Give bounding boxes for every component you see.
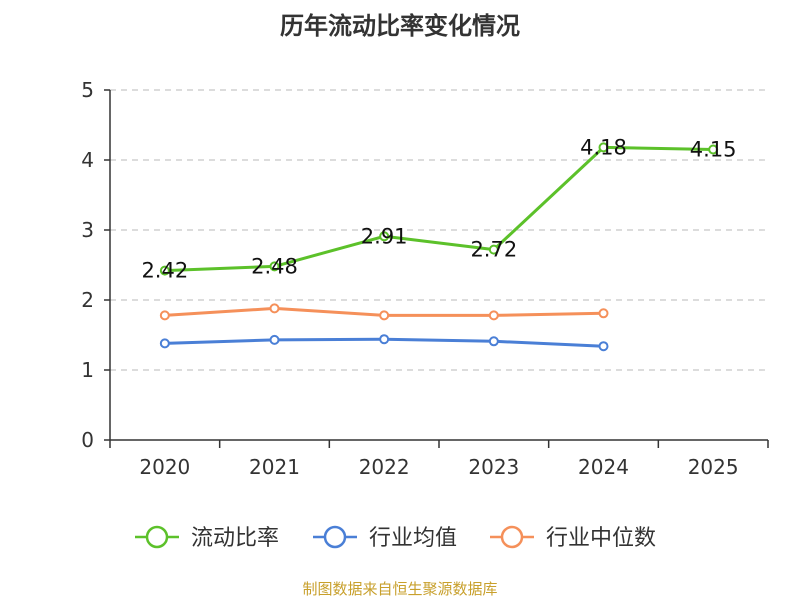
legend-swatch-marker bbox=[323, 525, 347, 549]
data-label: 2.42 bbox=[141, 259, 188, 283]
x-tick-label: 2023 bbox=[468, 455, 519, 479]
data-point bbox=[269, 334, 280, 345]
y-tick-label: 2 bbox=[81, 288, 94, 312]
data-point bbox=[269, 303, 280, 314]
x-tick-label: 2025 bbox=[688, 455, 739, 479]
chart-title: 历年流动比率变化情况 bbox=[280, 12, 520, 40]
data-label: 2.91 bbox=[361, 224, 408, 248]
legend-label: 行业中位数 bbox=[546, 526, 656, 551]
x-tick-label: 2020 bbox=[139, 455, 190, 479]
y-tick-label: 5 bbox=[81, 78, 94, 102]
y-tick-label: 0 bbox=[81, 428, 94, 452]
data-label: 2.48 bbox=[251, 254, 298, 278]
data-point bbox=[159, 265, 170, 276]
data-point bbox=[708, 144, 719, 155]
x-tick-label: 2021 bbox=[249, 455, 300, 479]
data-point bbox=[598, 308, 609, 319]
series-line bbox=[164, 145, 714, 273]
data-label: 4.15 bbox=[690, 138, 737, 162]
y-tick-label: 1 bbox=[81, 358, 94, 382]
y-tick-label: 3 bbox=[81, 218, 94, 242]
legend-swatch-marker bbox=[145, 525, 169, 549]
data-point bbox=[159, 338, 170, 349]
data-point bbox=[159, 310, 170, 321]
data-point bbox=[598, 341, 609, 352]
data-point bbox=[379, 334, 390, 345]
data-label: 2.72 bbox=[470, 238, 517, 262]
x-tick-label: 2022 bbox=[359, 455, 410, 479]
x-tick-label: 2024 bbox=[578, 455, 629, 479]
y-tick-label: 4 bbox=[81, 148, 94, 172]
legend-label: 行业均值 bbox=[369, 526, 457, 551]
legend-swatch-marker bbox=[500, 525, 524, 549]
data-point bbox=[598, 142, 609, 153]
data-point bbox=[488, 336, 499, 347]
data-point bbox=[488, 310, 499, 321]
data-label: 4.18 bbox=[580, 135, 627, 159]
data-point bbox=[379, 310, 390, 321]
data-point bbox=[379, 231, 390, 242]
data-source-note: 制图数据来自恒生聚源数据库 bbox=[302, 580, 498, 598]
data-point bbox=[488, 244, 499, 255]
data-point bbox=[269, 261, 280, 272]
legend-label: 流动比率 bbox=[191, 526, 279, 551]
